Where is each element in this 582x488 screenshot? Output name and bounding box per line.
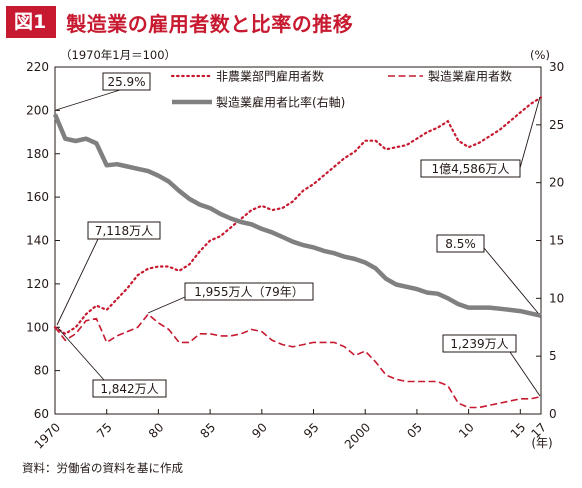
- data-label: 1,955万人（79年）: [194, 285, 304, 299]
- series-nonfarm-employment: [53, 96, 543, 336]
- series-manufacturing-ratio: [52, 113, 542, 318]
- right-tick-label: 30: [549, 60, 564, 74]
- callout-box: [92, 379, 167, 398]
- legend-label: 非農業部門雇用者数: [216, 69, 324, 84]
- callout-leader: [56, 238, 99, 326]
- callout-leader: [519, 96, 541, 169]
- left-tick-label: 100: [26, 320, 49, 334]
- series-manufacturing-employment: [54, 313, 542, 409]
- figure-badge: 図1: [6, 6, 57, 38]
- x-tick-label: 90: [249, 420, 270, 441]
- x-unit-label: (年): [531, 436, 552, 450]
- left-tick-label: 80: [34, 364, 49, 378]
- legend-label: 製造業雇用者数: [428, 69, 512, 84]
- callout-leader: [55, 89, 121, 111]
- left-axis-note: （1970年1月＝100）: [60, 48, 176, 62]
- left-tick-label: 160: [26, 190, 49, 204]
- left-tick-label: 200: [26, 103, 49, 117]
- left-tick-label: 220: [26, 60, 49, 74]
- data-label: 1億4,586万人: [432, 162, 510, 176]
- callout-leader: [56, 326, 105, 381]
- callout-box: [442, 334, 517, 353]
- callout-box: [436, 234, 485, 253]
- callout-box: [184, 282, 314, 301]
- right-tick-label: 25: [549, 118, 564, 132]
- right-tick-label: 0: [549, 407, 557, 421]
- legend-label: 製造業雇用者比率(右軸): [216, 95, 345, 110]
- callout-box: [102, 72, 151, 91]
- data-label: 8.5%: [445, 237, 476, 251]
- callout-box: [420, 159, 521, 178]
- x-tick-label: 05: [404, 420, 425, 441]
- data-label: 1,842万人: [100, 382, 158, 396]
- right-tick-label: 10: [549, 291, 564, 305]
- right-axis-note: (%): [530, 48, 550, 62]
- source-note: 資料：労働省の資料を基に作成: [22, 461, 183, 475]
- x-tick-label: 95: [301, 420, 322, 441]
- x-tick-label: 80: [146, 420, 167, 441]
- figure-header: 図1 製造業の雇用者数と比率の推移: [6, 4, 353, 40]
- left-tick-label: 180: [26, 147, 49, 161]
- right-tick-label: 20: [549, 176, 564, 190]
- figure-title: 製造業の雇用者数と比率の推移: [66, 11, 354, 36]
- left-tick-label: 120: [26, 277, 49, 291]
- data-label: 1,239万人: [450, 337, 508, 351]
- right-tick-label: 5: [549, 349, 557, 363]
- x-tick-label: 85: [198, 420, 219, 441]
- callout-leader: [509, 351, 541, 397]
- x-tick-label: 1970: [32, 420, 63, 451]
- x-tick-label: 10: [456, 420, 477, 441]
- x-tick-label: 2000: [342, 420, 373, 451]
- x-tick-label: 15: [508, 420, 529, 441]
- data-label: 7,118万人: [95, 224, 153, 238]
- right-tick-label: 15: [549, 234, 564, 248]
- x-tick-label: 75: [94, 420, 115, 441]
- callout-box: [87, 221, 161, 240]
- left-tick-label: 140: [26, 234, 49, 248]
- left-tick-label: 60: [34, 407, 49, 421]
- data-label: 25.9%: [107, 75, 145, 89]
- callout-leader: [483, 247, 539, 314]
